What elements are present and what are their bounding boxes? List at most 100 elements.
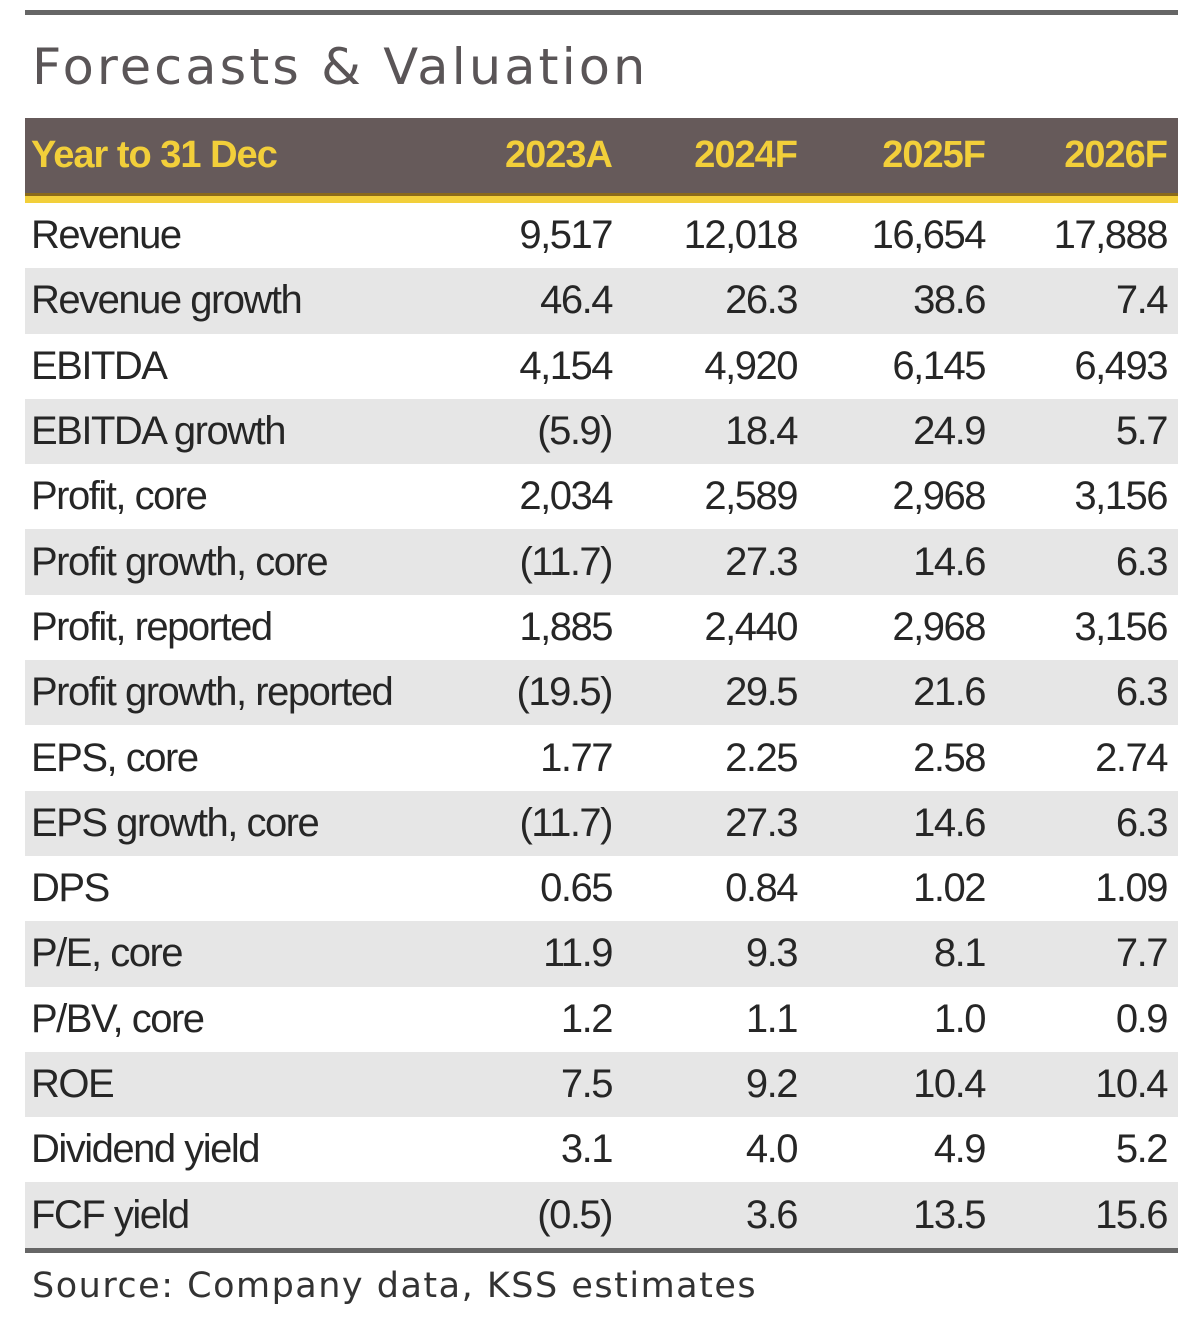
value-2025f: 4.9 xyxy=(933,1127,987,1172)
table-row: EPS growth, core (11.7) 27.3 14.6 6.3 xyxy=(25,790,1178,856)
value-2025f: 8.1 xyxy=(933,931,987,976)
value-2026f: 7.4 xyxy=(1115,278,1169,323)
value-2026f: 6.3 xyxy=(1115,800,1169,845)
value-2024f: 27.3 xyxy=(725,800,798,845)
value-2024f: 2.25 xyxy=(725,735,798,780)
value-2026f: 5.7 xyxy=(1115,409,1169,454)
value-2023a: 11.9 xyxy=(543,931,613,976)
header-2025f: 2025F xyxy=(882,134,986,176)
value-2024f: 4,920 xyxy=(704,343,798,388)
value-2023a: (5.9) xyxy=(537,409,613,454)
row-label: EPS, core xyxy=(31,735,199,780)
row-label: EBITDA growth xyxy=(31,409,286,454)
value-2026f: 6.3 xyxy=(1115,670,1169,715)
row-label: Profit, core xyxy=(31,474,208,519)
value-2023a: 1,885 xyxy=(519,604,613,649)
value-2024f: 9.2 xyxy=(745,1062,799,1106)
row-label: FCF yield xyxy=(31,1192,190,1237)
value-2024f: 27.3 xyxy=(725,539,798,584)
value-2026f: 6.3 xyxy=(1115,539,1169,584)
row-label: EPS growth, core xyxy=(31,800,320,845)
row-label: P/E, core xyxy=(31,931,184,976)
row-label: DPS xyxy=(31,866,110,911)
forecast-table: Year to 31 Dec 2023A 2024F 2025F 2026F R… xyxy=(25,118,1178,1253)
value-2026f: 3,156 xyxy=(1074,474,1168,519)
bottom-rule xyxy=(25,1247,1178,1253)
header-underline xyxy=(25,196,1178,203)
value-2024f: 9.3 xyxy=(745,931,799,976)
table-row: Revenue 9,517 12,018 16,654 17,888 xyxy=(25,203,1178,268)
table-row: Profit, core 2,034 2,589 2,968 3,156 xyxy=(25,464,1178,529)
value-2023a: 3.1 xyxy=(560,1127,614,1172)
value-2026f: 15.6 xyxy=(1095,1192,1168,1237)
value-2026f: 7.7 xyxy=(1115,931,1169,976)
value-2024f: 18.4 xyxy=(725,409,798,454)
value-2025f: 10.4 xyxy=(913,1062,986,1106)
table-row: P/BV, core 1.2 1.1 1.0 0.9 xyxy=(25,987,1178,1052)
row-label: Profit, reported xyxy=(31,604,273,649)
value-2024f: 2,589 xyxy=(704,474,798,519)
value-2025f: 14.6 xyxy=(913,800,986,845)
value-2023a: 1.2 xyxy=(560,996,614,1041)
value-2026f: 5.2 xyxy=(1115,1127,1169,1172)
table-row: DPS 0.65 0.84 1.02 1.09 xyxy=(25,856,1178,921)
value-2023a: (19.5) xyxy=(516,670,614,715)
table-header: Year to 31 Dec 2023A 2024F 2025F 2026F xyxy=(25,118,1178,196)
value-2023a: (0.5) xyxy=(537,1192,613,1237)
table-row: Profit growth, reported (19.5) 29.5 21.6 6.3 xyxy=(25,660,1178,726)
row-label: ROE xyxy=(31,1062,115,1106)
row-label: EBITDA xyxy=(31,343,168,388)
row-label: Revenue growth xyxy=(31,278,303,323)
value-2024f: 4.0 xyxy=(745,1127,799,1172)
value-2023a: 9,517 xyxy=(519,213,613,258)
header-2024f: 2024F xyxy=(694,134,798,176)
value-2025f: 2,968 xyxy=(892,604,986,649)
value-2024f: 1.1 xyxy=(745,996,799,1041)
table-row: Profit, reported 1,885 2,440 2,968 3,156 xyxy=(25,595,1178,660)
top-rule xyxy=(25,10,1178,15)
value-2023a: 2,034 xyxy=(519,474,613,519)
value-2023a: 0.65 xyxy=(540,866,613,911)
value-2025f: 13.5 xyxy=(913,1192,986,1237)
value-2023a: (11.7) xyxy=(519,800,613,845)
value-2025f: 1.0 xyxy=(933,996,987,1041)
row-label: Dividend yield xyxy=(31,1127,261,1172)
value-2024f: 12,018 xyxy=(683,213,799,258)
value-2026f: 10.4 xyxy=(1095,1062,1168,1106)
table-row: Profit growth, core (11.7) 27.3 14.6 6.3 xyxy=(25,529,1178,595)
value-2023a: 1.77 xyxy=(540,735,613,780)
page-title: Forecasts & Valuation xyxy=(32,38,649,96)
value-2024f: 0.84 xyxy=(725,866,798,911)
value-2025f: 16,654 xyxy=(871,213,987,258)
value-2026f: 17,888 xyxy=(1053,213,1169,258)
value-2026f: 0.9 xyxy=(1115,996,1169,1041)
value-2024f: 2,440 xyxy=(704,604,798,649)
value-2026f: 1.09 xyxy=(1095,866,1168,911)
row-label: Revenue xyxy=(31,213,182,258)
value-2024f: 29.5 xyxy=(725,670,798,715)
value-2023a: 46.4 xyxy=(540,278,613,323)
table-row: Dividend yield 3.1 4.0 4.9 5.2 xyxy=(25,1117,1178,1182)
value-2023a: (11.7) xyxy=(519,539,613,584)
header-label: Year to 31 Dec xyxy=(31,134,278,176)
value-2025f: 2,968 xyxy=(892,474,986,519)
table-row: ROE 7.5 9.2 10.4 10.4 xyxy=(25,1051,1178,1118)
value-2025f: 14.6 xyxy=(913,539,986,584)
value-2023a: 4,154 xyxy=(519,343,613,388)
value-2025f: 21.6 xyxy=(913,670,986,715)
value-2024f: 26.3 xyxy=(725,278,798,323)
source-note: Source: Company data, KSS estimates xyxy=(32,1266,758,1306)
table-row: P/E, core 11.9 9.3 8.1 7.7 xyxy=(25,921,1178,987)
value-2026f: 2.74 xyxy=(1095,735,1168,780)
table-row: FCF yield (0.5) 3.6 13.5 15.6 xyxy=(25,1182,1178,1248)
value-2024f: 3.6 xyxy=(745,1192,799,1237)
row-label: Profit growth, reported xyxy=(31,670,394,715)
value-2025f: 1.02 xyxy=(913,866,986,911)
value-2023a: 7.5 xyxy=(560,1062,614,1106)
table-body: Revenue 9,517 12,018 16,654 17,888 Revenue gr… xyxy=(25,203,1178,1248)
value-2026f: 3,156 xyxy=(1074,604,1168,649)
row-label: P/BV, core xyxy=(31,996,205,1041)
value-2025f: 2.58 xyxy=(913,735,986,780)
table-row: EPS, core 1.77 2.25 2.58 2.74 xyxy=(25,725,1178,790)
header-2023a: 2023A xyxy=(505,134,613,176)
